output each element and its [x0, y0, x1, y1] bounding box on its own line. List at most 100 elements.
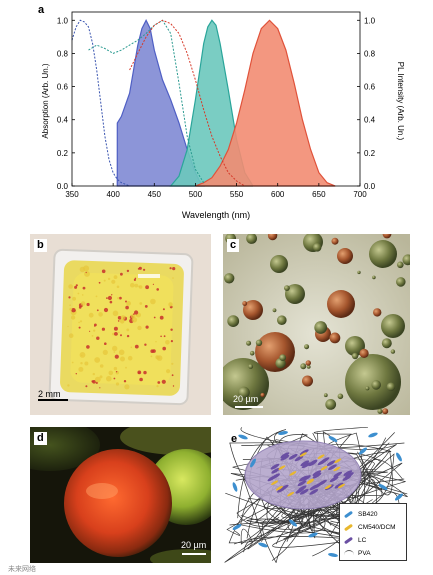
sb420-molecule — [288, 519, 298, 527]
red-dot — [86, 345, 90, 349]
red-dot — [75, 284, 78, 287]
droplet-small — [402, 254, 410, 266]
x-axis-label: Wavelength (nm) — [182, 210, 250, 220]
red-dot — [103, 307, 109, 313]
droplet — [223, 358, 269, 410]
red-dot — [98, 281, 101, 284]
droplet-small — [331, 237, 339, 245]
yellow-dot — [116, 285, 120, 289]
lc-molecule — [301, 462, 311, 469]
panel-e-schematic: e SB420 CM540/DCM LC PVA — [223, 427, 410, 563]
droplet-small — [306, 365, 311, 369]
yellow-dot — [112, 332, 115, 336]
droplet-small — [242, 301, 248, 306]
lc-molecule — [297, 480, 307, 487]
red-dot — [94, 325, 96, 327]
yellow-dot — [111, 279, 116, 284]
sb420-molecule — [278, 431, 288, 435]
y-tick-label-left: 0.8 — [57, 49, 69, 58]
droplet-small — [277, 315, 287, 325]
emission-area-2 — [195, 19, 336, 187]
yellow-dot — [69, 304, 71, 306]
lc-molecule — [280, 452, 290, 459]
legend-swatch-icon — [343, 536, 354, 544]
droplet-small — [382, 234, 392, 239]
sb420-molecule — [394, 493, 404, 501]
lc-molecule — [328, 464, 337, 471]
yellow-dot — [98, 312, 103, 317]
cm540-molecule — [299, 452, 307, 457]
y-tick-label-left: 0.0 — [57, 182, 69, 191]
y-tick-label-left: 0.4 — [57, 116, 69, 125]
red-dot — [153, 316, 156, 319]
red-dot — [163, 335, 166, 338]
yellow-dot — [99, 364, 104, 368]
droplet-small — [224, 273, 235, 284]
droplet-small — [357, 270, 361, 275]
sb420-molecule — [250, 458, 256, 468]
legend-swatch-icon — [343, 510, 354, 518]
yellow-dot — [125, 366, 127, 369]
yellow-dot — [77, 292, 80, 295]
y-tick-label-left: 0.6 — [57, 83, 69, 92]
panel-b-scale-bar — [38, 399, 68, 401]
sb420-molecule — [328, 553, 338, 557]
yellow-dot — [120, 315, 126, 320]
x-tick-label: 600 — [271, 190, 285, 199]
red-dot — [101, 327, 105, 331]
red-dot — [96, 309, 99, 312]
yellow-dot — [84, 271, 90, 277]
yellow-dot — [134, 283, 139, 288]
droplet-small — [312, 243, 322, 252]
red-dot — [156, 288, 159, 291]
yellow-dot — [124, 384, 130, 390]
droplet-small — [272, 308, 277, 313]
sb420-molecule — [308, 532, 318, 538]
droplet-small — [260, 392, 265, 398]
lc-molecule — [320, 457, 330, 463]
red-dot — [82, 286, 86, 290]
yellow-dot — [92, 372, 95, 376]
droplet-small — [351, 352, 359, 360]
sb420-molecule — [232, 524, 242, 530]
droplet-small — [304, 344, 310, 350]
yellow-dot — [156, 385, 159, 388]
yellow-dot — [79, 266, 86, 273]
droplet-small — [284, 285, 290, 291]
x-tick-label: 350 — [65, 190, 79, 199]
schematic-legend: SB420 CM540/DCM LC PVA — [339, 503, 407, 561]
panel-d-scale-label: 20 µm — [181, 540, 207, 550]
droplet-small — [386, 382, 396, 392]
red-dot — [145, 325, 149, 329]
reflection-highlight — [138, 274, 160, 278]
x-tick-label: 450 — [148, 190, 162, 199]
red-dot — [134, 310, 139, 315]
red-dot — [85, 385, 88, 388]
yellow-dot — [131, 317, 138, 323]
cm540-molecule — [324, 484, 332, 490]
fluorescence-micrograph — [30, 427, 211, 563]
droplet-small — [365, 386, 370, 391]
red-dot — [162, 308, 165, 311]
yellow-dot — [165, 340, 170, 345]
composite-schematic — [224, 427, 408, 563]
yellow-dot — [107, 277, 111, 281]
droplet-small — [246, 234, 257, 244]
red-dot — [107, 295, 112, 301]
droplet — [270, 255, 288, 273]
y-tick-label-right: 0.4 — [364, 116, 376, 125]
y-tick-label-right: 0.0 — [364, 182, 376, 191]
cm540-molecule — [320, 465, 328, 471]
droplets-micrograph — [223, 234, 410, 415]
red-dot — [126, 269, 130, 273]
yellow-dot — [70, 315, 76, 320]
droplet-small — [396, 277, 406, 287]
lc-molecule — [299, 449, 309, 456]
droplet — [337, 248, 353, 264]
yellow-dot — [84, 361, 89, 366]
droplet-small — [267, 234, 278, 241]
plot-frame — [71, 11, 361, 187]
legend-label: LC — [358, 536, 367, 544]
absorption-line-3 — [71, 19, 130, 187]
yellow-dot — [67, 325, 69, 328]
